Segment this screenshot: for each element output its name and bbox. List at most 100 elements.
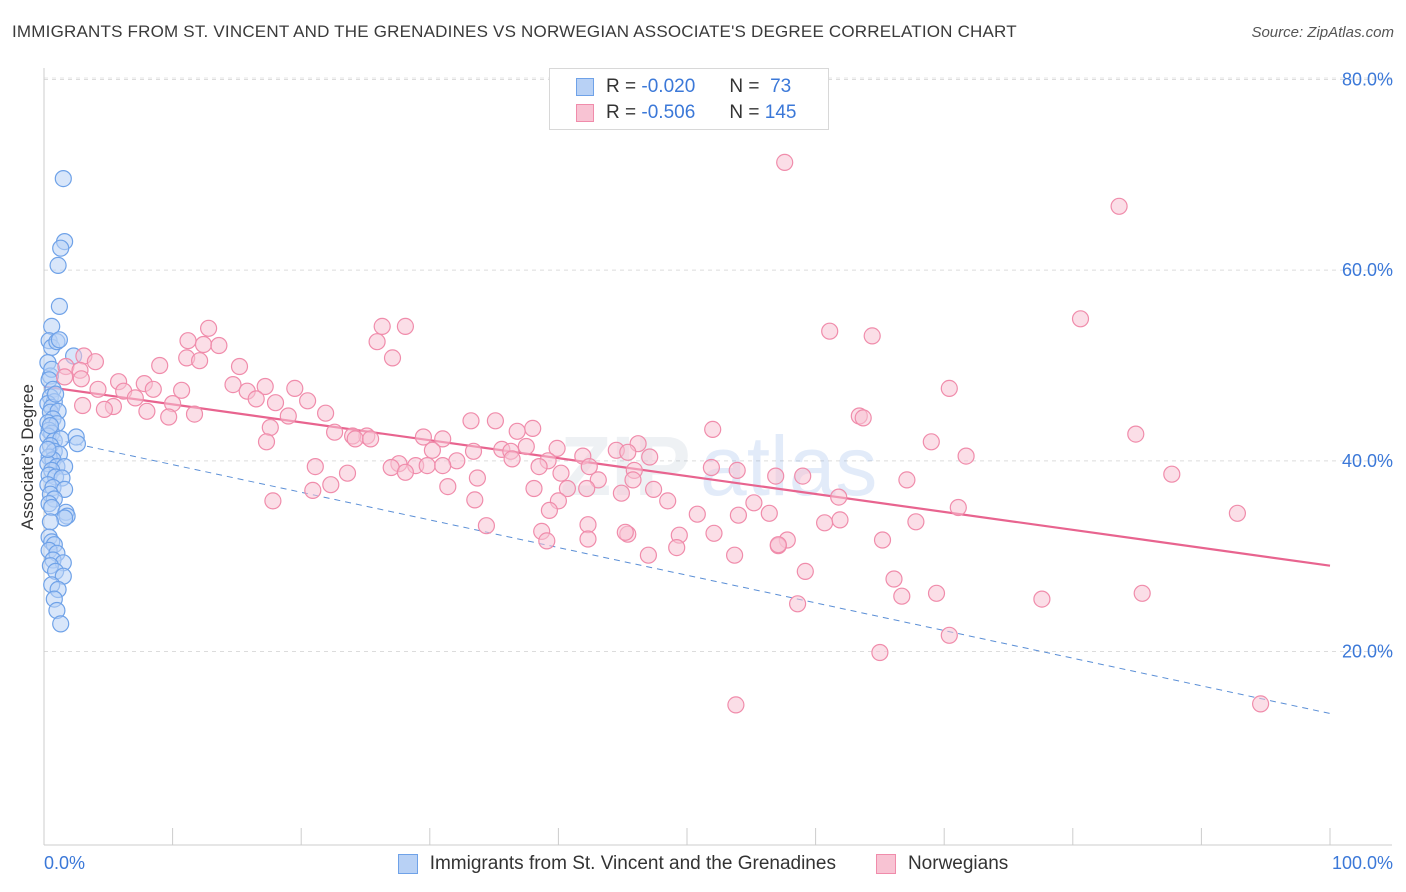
point-norwegians xyxy=(185,405,204,423)
point-norwegians xyxy=(885,570,903,588)
point-norwegians xyxy=(326,423,344,441)
point-norwegians xyxy=(418,457,436,475)
point-norwegians xyxy=(704,420,722,438)
legend-n-label: N = xyxy=(729,76,760,97)
point-norwegians xyxy=(1033,590,1051,608)
point-immigrants xyxy=(39,440,57,458)
legend-n-label: N = xyxy=(729,102,760,123)
point-norwegians xyxy=(871,643,889,662)
legend-n-value: 73 xyxy=(770,76,792,97)
trend-lines xyxy=(43,385,1331,714)
point-norwegians xyxy=(831,511,849,529)
point-norwegians xyxy=(524,419,542,437)
y-tick-label: 60.0% xyxy=(1342,260,1393,280)
point-norwegians xyxy=(558,479,577,498)
point-norwegians xyxy=(304,481,322,499)
point-norwegians xyxy=(382,458,400,477)
point-norwegians xyxy=(769,536,787,554)
point-norwegians xyxy=(173,381,191,399)
point-norwegians xyxy=(578,479,596,498)
point-norwegians xyxy=(705,524,723,542)
point-norwegians xyxy=(639,546,658,564)
point-immigrants xyxy=(46,385,65,403)
point-norwegians xyxy=(466,491,484,509)
point-norwegians xyxy=(160,408,178,426)
point-norwegians xyxy=(322,476,340,494)
legend-r-value: -0.506 xyxy=(641,102,696,123)
point-norwegians xyxy=(423,441,441,459)
point-norwegians xyxy=(230,357,249,376)
data-points xyxy=(39,153,1270,714)
point-norwegians xyxy=(579,516,597,534)
chart-title: IMMIGRANTS FROM ST. VINCENT AND THE GREN… xyxy=(12,22,1017,41)
point-norwegians xyxy=(530,458,548,476)
point-norwegians xyxy=(256,377,274,396)
point-norwegians xyxy=(863,327,881,345)
point-immigrants xyxy=(50,297,69,315)
point-norwegians xyxy=(306,458,324,476)
point-norwegians xyxy=(619,443,637,461)
point-norwegians xyxy=(927,584,946,602)
point-norwegians xyxy=(760,504,778,522)
point-norwegians xyxy=(949,498,967,517)
point-norwegians xyxy=(668,538,686,557)
point-norwegians xyxy=(383,349,402,367)
series-legend-norwegians: Norwegians xyxy=(875,853,1009,875)
x-tick-label-min: 0.0% xyxy=(44,853,85,873)
point-norwegians xyxy=(898,471,916,489)
point-norwegians xyxy=(728,461,746,479)
point-norwegians xyxy=(179,332,197,350)
point-norwegians xyxy=(688,505,706,523)
point-norwegians xyxy=(72,370,90,388)
point-norwegians xyxy=(957,447,975,465)
point-norwegians xyxy=(286,379,304,397)
point-norwegians xyxy=(893,587,911,605)
point-norwegians xyxy=(247,390,265,408)
legend-n-value: 145 xyxy=(764,102,797,123)
point-norwegians xyxy=(279,407,297,425)
point-norwegians xyxy=(95,400,114,418)
point-norwegians xyxy=(922,433,940,451)
point-norwegians xyxy=(767,467,785,485)
point-norwegians xyxy=(55,368,74,386)
point-norwegians xyxy=(525,479,543,498)
point-norwegians xyxy=(261,418,279,437)
point-norwegians xyxy=(464,442,483,460)
point-norwegians xyxy=(439,478,457,496)
point-norwegians xyxy=(1163,465,1181,483)
point-norwegians xyxy=(194,335,213,354)
point-norwegians xyxy=(86,353,105,371)
point-norwegians xyxy=(641,448,659,466)
point-norwegians xyxy=(362,430,380,448)
point-norwegians xyxy=(338,464,357,482)
point-norwegians xyxy=(907,513,925,531)
watermark-atlas: atlas xyxy=(700,419,877,513)
point-norwegians xyxy=(940,379,958,397)
point-norwegians xyxy=(616,523,634,541)
point-immigrants xyxy=(54,170,72,188)
point-norwegians xyxy=(477,517,495,535)
y-tick-labels: 20.0% 40.0% 60.0% 80.0% xyxy=(1342,70,1393,662)
point-norwegians xyxy=(414,428,432,446)
point-norwegians xyxy=(725,546,744,564)
point-norwegians xyxy=(317,404,335,422)
point-norwegians xyxy=(373,317,391,335)
point-norwegians xyxy=(368,333,386,351)
legend-r-label: R = xyxy=(606,76,637,97)
series-name: Norwegians xyxy=(907,853,1009,874)
point-norwegians xyxy=(299,392,317,410)
y-tick-label: 20.0% xyxy=(1342,642,1393,662)
point-norwegians xyxy=(73,396,92,415)
point-norwegians xyxy=(346,430,364,448)
point-norwegians xyxy=(434,430,452,448)
point-norwegians xyxy=(580,458,598,476)
stats-legend: R = -0.020 N = 73 R = -0.506 N = 145 xyxy=(549,68,829,130)
series-legend: Immigrants from St. Vincent and the Gren… xyxy=(0,850,1406,878)
point-norwegians xyxy=(644,480,663,498)
point-norwegians xyxy=(144,380,162,398)
legend-swatch-blue xyxy=(576,78,594,96)
point-norwegians xyxy=(517,437,535,456)
x-tick-label-max: 100.0% xyxy=(1332,853,1393,873)
point-immigrants xyxy=(49,256,67,274)
